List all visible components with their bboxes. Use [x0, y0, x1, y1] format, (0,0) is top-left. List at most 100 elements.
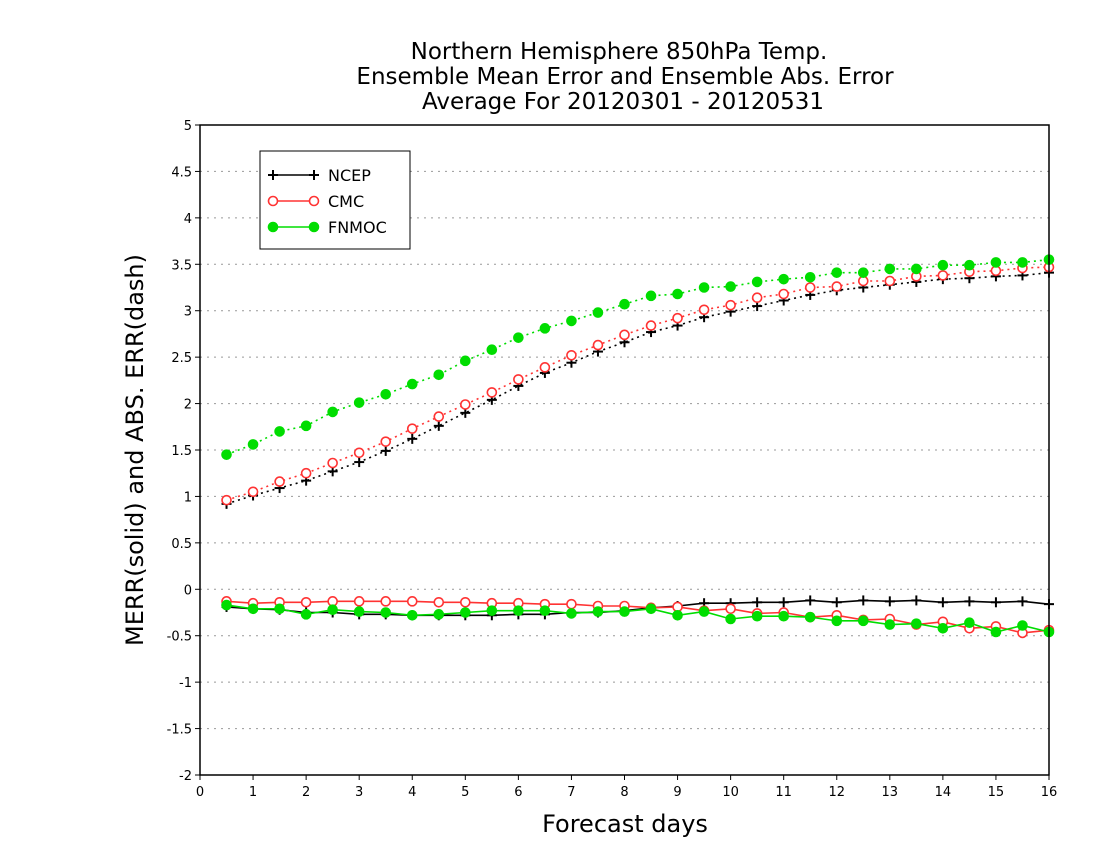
- fnmoc-abs-error-point: [300, 420, 312, 432]
- fnmoc-abs-error-point: [513, 332, 524, 343]
- fnmoc-abs-error-point: [778, 273, 789, 285]
- x-tick-label: 15: [988, 785, 1005, 800]
- y-axis-label: MERR(solid) and ABS. ERR(dash): [121, 254, 149, 646]
- ncep-mean-error-point: [778, 597, 789, 608]
- fnmoc-abs-error-point: [274, 426, 285, 437]
- fnmoc-abs-error-point: [698, 282, 710, 293]
- cmc-abs-error-point: [884, 275, 896, 287]
- cmc-abs-error-point: [831, 281, 843, 292]
- fnmoc-mean-error-point: [964, 617, 975, 629]
- x-tick-label: 10: [722, 785, 739, 800]
- x-tick-label: 3: [355, 785, 363, 800]
- x-tick-label: 14: [935, 785, 952, 800]
- fnmoc-mean-error-point: [327, 604, 338, 616]
- fnmoc-abs-error-line: [226, 258, 1050, 456]
- fnmoc-mean-error-point: [1017, 620, 1028, 631]
- fnmoc-mean-error-point: [539, 605, 551, 616]
- y-tick-label: -1: [179, 676, 192, 691]
- x-tick-label: 11: [775, 785, 792, 800]
- ncep-mean-error-point: [990, 597, 1001, 608]
- cmc-abs-error-point: [672, 312, 683, 324]
- fnmoc-abs-error-point: [566, 315, 577, 327]
- fnmoc-mean-error-point: [725, 613, 736, 625]
- cmc-abs-error-point: [592, 339, 604, 351]
- legend-marker-cmc: [308, 195, 320, 207]
- x-tick-label: 8: [620, 785, 628, 800]
- cmc-abs-error-point: [539, 362, 551, 373]
- cmc-mean-error-point: [725, 603, 736, 615]
- title-line-3: Average For 20120301 - 20120531: [422, 89, 824, 115]
- ncep-abs-error-point: [380, 445, 391, 456]
- cmc-mean-error-point: [460, 596, 471, 608]
- fnmoc-abs-error-point: [486, 344, 498, 356]
- cmc-abs-error-point: [380, 436, 392, 447]
- grid-lines: [200, 170, 1049, 730]
- axis-ticks: 54.543.532.521.510.50-0.5-1-1.5-20 1 2 3 4 5 6…: [167, 119, 1058, 800]
- fnmoc-mean-error-point: [911, 618, 922, 629]
- y-tick-label: 1.5: [171, 444, 192, 459]
- legend-marker-cmc: [267, 195, 279, 207]
- cmc-abs-error-point: [274, 476, 285, 487]
- fnmoc-mean-error-point: [804, 611, 816, 623]
- fnmoc-abs-error-point: [406, 378, 418, 390]
- fnmoc-abs-error-point: [380, 388, 392, 400]
- y-tick-label: -2: [179, 769, 192, 784]
- cmc-mean-error-point: [380, 596, 392, 607]
- fnmoc-mean-error-point: [460, 607, 471, 618]
- fnmoc-mean-error-point: [513, 605, 524, 616]
- fnmoc-abs-error-point: [672, 288, 683, 300]
- legend-label-cmc: CMC: [328, 192, 364, 211]
- cmc-mean-error-point: [300, 596, 312, 608]
- fnmoc-mean-error-point: [698, 606, 710, 617]
- cmc-abs-error-point: [566, 349, 577, 361]
- fnmoc-abs-error-point: [937, 259, 949, 271]
- ncep-mean-error-point: [858, 595, 869, 606]
- legend-marker-fnmoc: [267, 221, 279, 233]
- fnmoc-abs-error-point: [645, 290, 657, 302]
- fnmoc-mean-error-point: [433, 609, 445, 620]
- fnmoc-abs-error-point: [990, 257, 1002, 268]
- x-tick-label: 9: [673, 785, 681, 800]
- cmc-abs-error-line: [226, 266, 1050, 501]
- x-tick-label: 6: [514, 785, 522, 800]
- cmc-abs-error-point: [300, 467, 312, 479]
- ncep-abs-error-point: [433, 420, 444, 431]
- fnmoc-abs-error-point: [1017, 257, 1028, 268]
- fnmoc-abs-error-point: [327, 406, 338, 418]
- legend: NCEP CMC FNMOC: [259, 150, 411, 250]
- fnmoc-mean-error-point: [619, 606, 630, 617]
- legend-marker-ncep: [309, 170, 319, 180]
- ncep-mean-error-point: [1017, 596, 1028, 607]
- fnmoc-mean-error-point: [884, 619, 896, 630]
- cmc-abs-error-point: [698, 304, 710, 316]
- ncep-abs-error-line: [226, 271, 1050, 505]
- cmc-abs-error-point: [486, 387, 498, 398]
- title-line-2: Ensemble Mean Error and Ensemble Abs. Er…: [356, 64, 894, 90]
- fnmoc-abs-error-point: [592, 307, 604, 318]
- cmc-abs-error-point: [433, 411, 445, 422]
- x-tick-label: 16: [1041, 785, 1058, 800]
- fnmoc-abs-error-point: [433, 369, 445, 381]
- fnmoc-abs-error-point: [884, 263, 896, 275]
- fnmoc-mean-error-point: [645, 603, 657, 615]
- cmc-abs-error-point: [460, 399, 471, 410]
- chart-title: Northern Hemisphere 850hPa Temp. Ensembl…: [356, 39, 894, 115]
- fnmoc-mean-error-point: [486, 605, 498, 616]
- fnmoc-abs-error-point: [221, 449, 232, 460]
- legend-marker-ncep: [268, 170, 278, 180]
- ncep-abs-error-point: [407, 433, 418, 444]
- x-tick-label: 2: [302, 785, 310, 800]
- legend-marker-fnmoc: [308, 221, 320, 233]
- ncep-mean-error-point: [752, 597, 763, 608]
- cmc-abs-error-point: [937, 270, 949, 281]
- ncep-abs-error-point: [354, 457, 365, 468]
- cmc-abs-error-point: [619, 329, 630, 341]
- cmc-abs-error-point: [751, 292, 763, 304]
- legend-label-fnmoc: FNMOC: [328, 218, 387, 237]
- y-tick-label: 0: [184, 583, 192, 598]
- y-tick-label: 2: [184, 398, 192, 413]
- x-tick-label: 12: [828, 785, 845, 800]
- ncep-mean-error-point: [964, 596, 975, 607]
- x-tick-label: 4: [408, 785, 416, 800]
- fnmoc-mean-error-point: [831, 615, 843, 627]
